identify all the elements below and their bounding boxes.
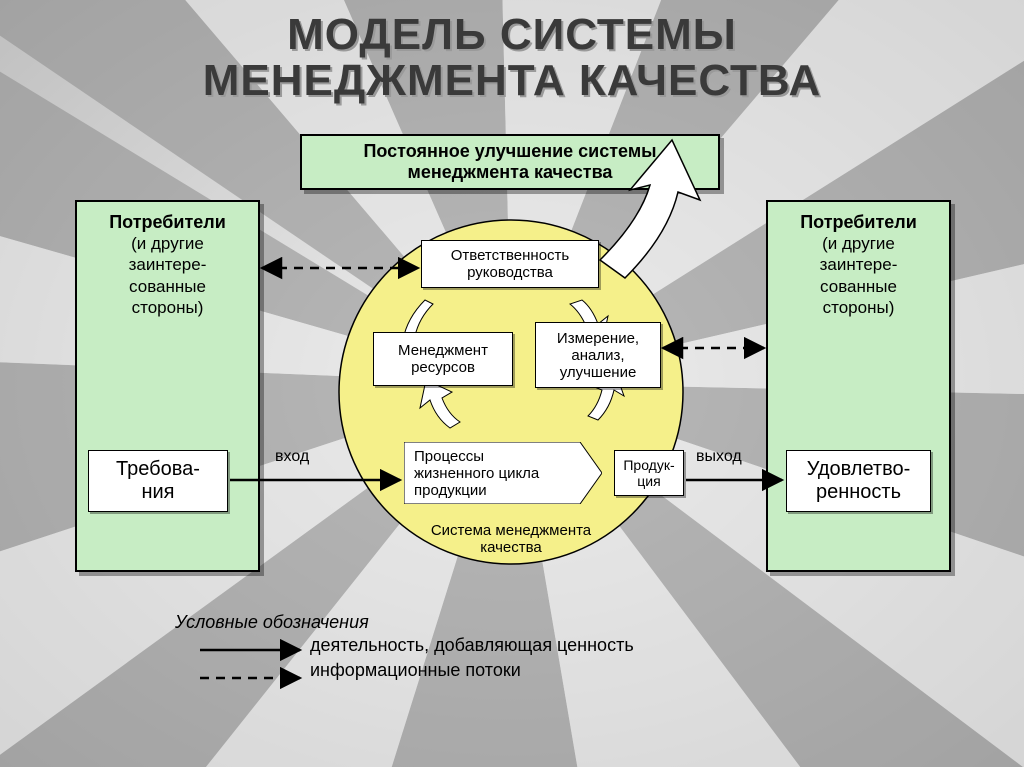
label-in: вход	[275, 448, 309, 466]
satisfaction-box: Удовлетво- ренность	[786, 450, 931, 512]
sat-line1: Удовлетво-	[807, 458, 911, 481]
node-bottom-1: жизненного цикла	[414, 465, 612, 482]
node-bottom-0: Процессы	[414, 448, 612, 465]
circle-cap-2: качества	[400, 539, 622, 556]
legend-row2: информационные потоки	[310, 660, 634, 681]
right-sub-1: заинтере-	[820, 254, 898, 275]
circle-cap-1: Система менеджмента	[400, 522, 622, 539]
legend-row1: деятельность, добавляющая ценность	[310, 635, 634, 656]
left-consumers-panel: Потребители (и другие заинтере- сованные…	[75, 200, 260, 572]
node-right-2: улучшение	[560, 364, 637, 381]
legend-title: Условные обозначения	[175, 612, 634, 633]
left-sub-3: стороны)	[129, 297, 207, 318]
node-left-1: ресурсов	[411, 359, 475, 376]
req-line2: ния	[141, 481, 174, 504]
node-prod-1: ция	[637, 473, 660, 489]
node-top-1: руководства	[467, 264, 553, 281]
circle-caption: Система менеджмента качества	[400, 522, 622, 556]
left-header: Потребители	[109, 212, 226, 233]
top-box-line2: менеджмента качества	[408, 162, 613, 183]
left-sub-0: (и другие	[129, 233, 207, 254]
left-sub-2: сованные	[129, 276, 207, 297]
node-top-0: Ответственность	[451, 247, 570, 264]
node-responsibility: Ответственность руководства	[421, 240, 599, 288]
right-sub-3: стороны)	[820, 297, 898, 318]
top-box-line1: Постоянное улучшение системы	[363, 141, 656, 162]
stage: МОДЕЛЬ СИСТЕМЫ МЕНЕДЖМЕНТА КАЧЕСТВА Пост…	[0, 0, 1024, 767]
page-title: МОДЕЛЬ СИСТЕМЫ МЕНЕДЖМЕНТА КАЧЕСТВА	[0, 12, 1024, 104]
node-product: Продук- ция	[614, 450, 684, 496]
legend: Условные обозначения деятельность, добав…	[175, 612, 634, 681]
node-resources: Менеджмент ресурсов	[373, 332, 513, 386]
requirements-box: Требова- ния	[88, 450, 228, 512]
right-sub-0: (и другие	[820, 233, 898, 254]
sat-line2: ренность	[816, 481, 901, 504]
node-process: Процессы жизненного цикла продукции	[404, 442, 602, 504]
left-sub-1: заинтере-	[129, 254, 207, 275]
label-out: выход	[696, 448, 742, 466]
req-line1: Требова-	[116, 458, 200, 481]
title-line2: МЕНЕДЖМЕНТА КАЧЕСТВА	[203, 56, 822, 105]
right-consumers-panel: Потребители (и другие заинтере- сованные…	[766, 200, 951, 572]
top-improvement-box: Постоянное улучшение системы менеджмента…	[300, 134, 720, 190]
node-measurement: Измерение, анализ, улучшение	[535, 322, 661, 388]
title-line1: МОДЕЛЬ СИСТЕМЫ	[287, 10, 737, 59]
right-header: Потребители	[800, 212, 917, 233]
node-left-0: Менеджмент	[398, 342, 488, 359]
right-sub-2: сованные	[820, 276, 898, 297]
node-right-1: анализ,	[571, 347, 624, 364]
node-prod-0: Продук-	[623, 457, 674, 473]
node-right-0: Измерение,	[557, 330, 639, 347]
node-bottom-2: продукции	[414, 482, 612, 499]
